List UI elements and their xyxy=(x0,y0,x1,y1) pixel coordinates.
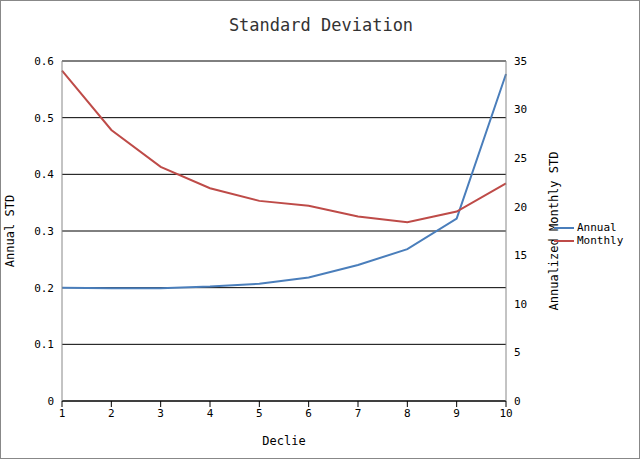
svg-text:9: 9 xyxy=(453,407,460,420)
svg-text:6: 6 xyxy=(305,407,312,420)
svg-text:8: 8 xyxy=(404,407,411,420)
svg-text:10: 10 xyxy=(499,407,512,420)
svg-text:3: 3 xyxy=(157,407,164,420)
svg-text:25: 25 xyxy=(514,152,527,165)
svg-text:Annual STD: Annual STD xyxy=(8,195,17,267)
svg-text:2: 2 xyxy=(108,407,115,420)
svg-text:10: 10 xyxy=(514,298,527,311)
html-text:Standard Deviation: Standard Deviation xyxy=(228,15,414,35)
svg-text:0.1: 0.1 xyxy=(34,338,54,351)
svg-text:0.6: 0.6 xyxy=(34,55,54,68)
svg-text:30: 30 xyxy=(514,103,527,116)
svg-text:0: 0 xyxy=(47,395,54,408)
svg-text:5: 5 xyxy=(256,407,263,420)
svg-text:4: 4 xyxy=(207,407,214,420)
svg-text:Declie: Declie xyxy=(262,434,305,448)
html-text:Annual: Annual xyxy=(577,221,617,234)
svg-text:Annualized Monthly STD: Annualized Monthly STD xyxy=(547,152,561,311)
svg-text:15: 15 xyxy=(514,249,527,262)
svg-text:7: 7 xyxy=(355,407,362,420)
svg-text:0.3: 0.3 xyxy=(34,225,54,238)
svg-text:0.5: 0.5 xyxy=(34,112,54,125)
html-text:Monthly: Monthly xyxy=(577,234,624,247)
svg-text:5: 5 xyxy=(514,346,521,359)
svg-text:1: 1 xyxy=(59,407,66,420)
svg-text:0.4: 0.4 xyxy=(34,168,54,181)
svg-text:0: 0 xyxy=(514,395,521,408)
svg-text:35: 35 xyxy=(514,55,527,68)
svg-text:0.2: 0.2 xyxy=(34,282,54,295)
svg-text:20: 20 xyxy=(514,201,527,214)
